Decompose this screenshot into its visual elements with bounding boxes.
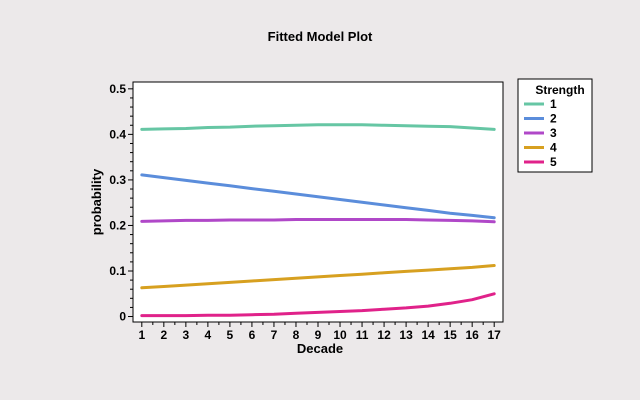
legend-title: Strength (535, 83, 584, 97)
series-line-3 (140, 218, 496, 224)
legend-label-1: 1 (550, 97, 557, 111)
x-tick-label: 6 (249, 328, 256, 342)
plot-area (132, 81, 504, 323)
x-axis-label: Decade (297, 341, 343, 356)
y-tick-label: 0.1 (109, 264, 126, 278)
x-tick-label: 8 (293, 328, 300, 342)
y-tick-label: 0.4 (109, 127, 126, 141)
y-tick-label: 0.3 (109, 173, 126, 187)
x-tick-label: 3 (183, 328, 190, 342)
x-tick-label: 11 (356, 328, 369, 342)
x-tick-label: 13 (399, 328, 413, 342)
x-axis: 1 2 3 4 5 6 7 8 9 10 11 12 13 14 15 16 17 (138, 322, 501, 342)
series-line-4 (140, 264, 496, 290)
series-line-1 (140, 123, 496, 131)
legend-label-2: 2 (550, 112, 557, 126)
x-tick-label: 7 (271, 328, 278, 342)
x-tick-label: 9 (315, 328, 322, 342)
legend-label-3: 3 (550, 126, 557, 140)
y-tick-label: 0.5 (109, 82, 126, 96)
x-tick-label: 12 (377, 328, 391, 342)
x-tick-label: 14 (421, 328, 435, 342)
x-tick-label: 1 (138, 328, 145, 342)
chart-title: Fitted Model Plot (268, 29, 373, 44)
x-tick-label: 17 (488, 328, 502, 342)
x-tick-label: 16 (465, 328, 479, 342)
y-tick-label: 0.2 (109, 218, 126, 232)
x-tick-label: 5 (227, 328, 234, 342)
x-tick-label: 15 (443, 328, 457, 342)
legend-label-5: 5 (550, 155, 557, 169)
series-line-5 (140, 292, 496, 318)
x-tick-label: 2 (160, 328, 167, 342)
y-axis-label: probability (89, 168, 104, 235)
y-axis: 0 0.1 0.2 0.3 0.4 0.5 (109, 82, 133, 324)
series-line-2 (140, 173, 496, 220)
legend-label-4: 4 (550, 141, 557, 155)
y-tick-label: 0 (119, 310, 126, 324)
legend-box (517, 78, 593, 173)
series-lines (140, 123, 496, 318)
x-tick-label: 4 (205, 328, 212, 342)
x-tick-label: 10 (333, 328, 347, 342)
